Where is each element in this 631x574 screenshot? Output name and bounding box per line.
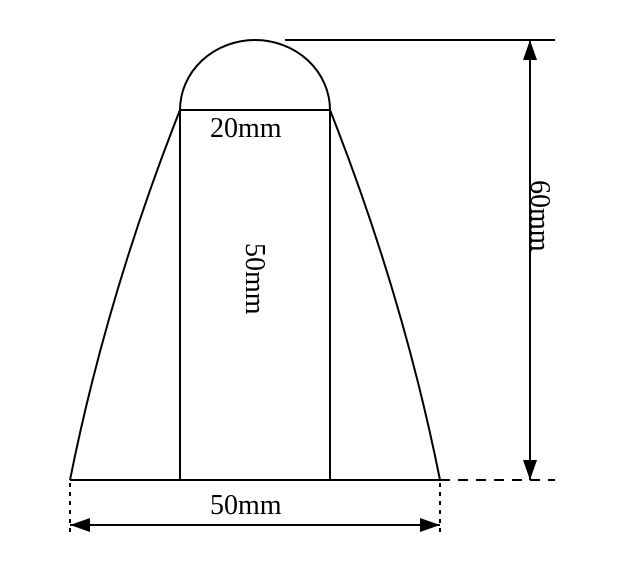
label-base-width: 50mm [210, 490, 282, 522]
diagram-svg [0, 0, 631, 574]
label-top-width: 20mm [210, 113, 282, 145]
label-inner-height: 50mm [238, 243, 270, 315]
diagram-container: 20mm 50mm 60mm 50mm [0, 0, 631, 574]
label-outer-height: 60mm [523, 180, 555, 252]
